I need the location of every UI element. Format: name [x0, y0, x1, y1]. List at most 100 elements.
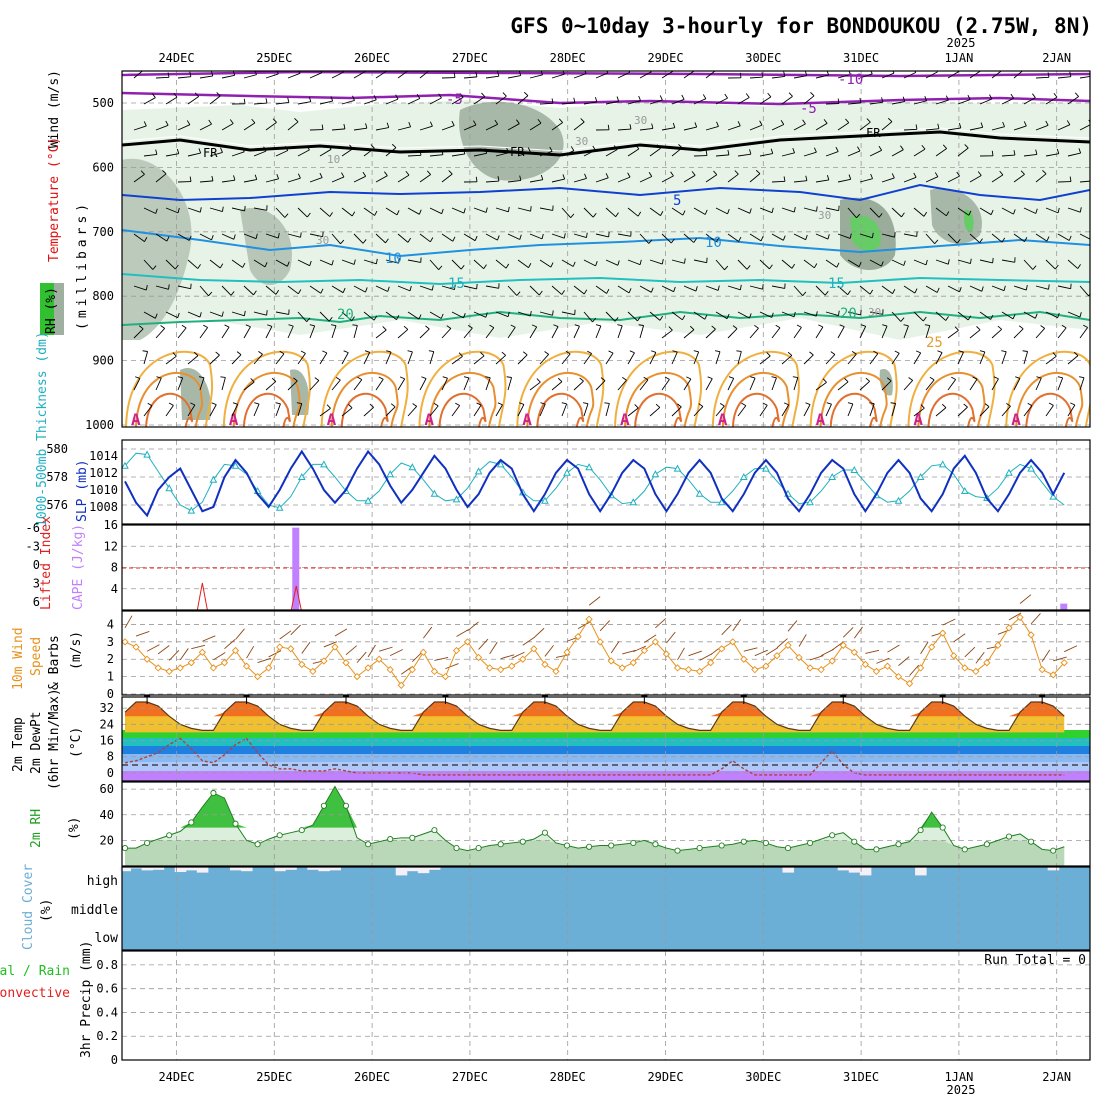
- rh2m-point: [961, 846, 968, 853]
- wind10-point: [585, 615, 593, 623]
- wind-barb: [473, 404, 482, 417]
- wind-barb: [627, 100, 641, 105]
- wind-barb: [793, 180, 807, 183]
- wind-barb: [671, 147, 683, 157]
- thickness-point: [762, 464, 770, 472]
- wind10-point: [497, 666, 505, 674]
- wind-barb-flag: [997, 325, 1002, 330]
- li-spike: [290, 585, 302, 611]
- wind-barb-flag: [1057, 312, 1060, 318]
- wind10-point: [121, 638, 129, 646]
- wind-barb: [441, 285, 455, 291]
- wind-barb-flag: [900, 145, 904, 150]
- wind-barb-flag: [990, 314, 994, 320]
- wind-barb-flag: [166, 236, 170, 242]
- wind-barb-flag: [540, 402, 546, 405]
- wind-barb: [1035, 173, 1047, 183]
- rh2m-area-high: [125, 786, 1065, 828]
- wind-barb-flag: [1073, 351, 1079, 356]
- wind10-barb: [522, 637, 535, 646]
- wind-barb: [639, 285, 652, 293]
- wind-barb-flag: [540, 174, 544, 180]
- wind10-barb: [379, 646, 393, 652]
- wind-barb: [165, 405, 174, 417]
- temp2m-axis-label: (°C): [69, 727, 84, 758]
- wind-barb-flag: [1057, 207, 1060, 213]
- wind10-barb: [776, 638, 788, 649]
- wind-barb: [649, 311, 661, 321]
- wind-barb: [1013, 173, 1025, 183]
- wind-barb: [133, 173, 145, 183]
- cloud-gap: [915, 867, 927, 876]
- wind-barb-flag: [942, 144, 947, 149]
- wind-barb: [495, 311, 509, 318]
- wind-barb-flag: [300, 232, 302, 238]
- wind-barb-flag: [306, 317, 311, 322]
- wind-barb: [353, 325, 358, 339]
- wind-barb-flag: [869, 289, 874, 295]
- wind-barb-flag: [848, 71, 851, 75]
- wind-barb-flag: [172, 352, 177, 357]
- wind-barb-flag: [288, 324, 294, 327]
- wind-barb-flag: [606, 288, 610, 294]
- wind-barb-flag: [1069, 176, 1072, 182]
- wind-barb: [517, 259, 529, 269]
- wind10-point: [265, 664, 273, 672]
- wind-barb: [859, 121, 871, 131]
- wind-barb: [473, 96, 486, 105]
- wind-barb: [913, 100, 927, 105]
- wind-barb: [451, 207, 465, 214]
- wind-barb: [419, 125, 433, 131]
- wind-barb: [771, 327, 781, 339]
- wind-barb: [155, 377, 162, 391]
- wind-barb-flag: [573, 97, 576, 103]
- wind-barb-flag: [958, 350, 964, 353]
- wind-barb-flag: [881, 97, 884, 103]
- wind-barb-flag: [866, 118, 871, 123]
- wind-barb: [671, 311, 683, 321]
- wind10-point: [961, 664, 969, 672]
- rh-axis-label: RH (%): [44, 287, 59, 334]
- wind10-barb: [964, 646, 976, 658]
- wind-barb: [859, 178, 873, 183]
- date-label: 26DEC: [354, 1070, 390, 1084]
- wind-barb-flag: [684, 258, 686, 264]
- wind-barb: [1001, 259, 1015, 263]
- wind-barb-flag: [999, 67, 1002, 71]
- cape-tick-label: 16: [104, 518, 118, 532]
- wind-barb-flag: [964, 144, 969, 149]
- wind-barb: [353, 175, 366, 183]
- contour-label: 30: [575, 135, 588, 148]
- wind-barb: [309, 380, 320, 391]
- wind-barb: [199, 327, 209, 339]
- wind-barb: [573, 233, 587, 239]
- wind-barb-flag: [293, 377, 298, 382]
- thickness-frame: [121, 439, 1091, 525]
- wind-barb-flag: [275, 402, 281, 405]
- wind-barb-flag: [600, 377, 606, 382]
- wind-barb: [903, 325, 909, 339]
- wind-barb: [385, 207, 398, 216]
- wind-barb: [265, 121, 277, 131]
- wind-barb-flag: [826, 402, 832, 405]
- wind-barb: [419, 285, 433, 291]
- wind-barb-flag: [570, 213, 575, 218]
- wind-barb-flag: [328, 316, 333, 322]
- wind-barb-flag: [215, 351, 220, 356]
- wind-barb-flag: [138, 325, 144, 330]
- wind-barb: [1057, 285, 1071, 290]
- cape-bars: [292, 527, 1068, 610]
- wind-barb-flag: [277, 233, 280, 239]
- wind-barb: [649, 147, 661, 157]
- wind-barb-flag: [454, 284, 456, 290]
- wind-barb-flag: [1057, 376, 1063, 379]
- wind-barb: [715, 351, 721, 365]
- wind-barb-flag: [1001, 350, 1007, 353]
- wind-barb-flag: [365, 123, 368, 129]
- wind-barb-flag: [824, 290, 829, 296]
- wind-barb-flag: [713, 170, 718, 176]
- wind-barb: [199, 377, 205, 391]
- wind-barb-flag: [613, 145, 618, 150]
- wind-barb-flag: [1035, 208, 1038, 214]
- cloud-gap: [417, 867, 430, 874]
